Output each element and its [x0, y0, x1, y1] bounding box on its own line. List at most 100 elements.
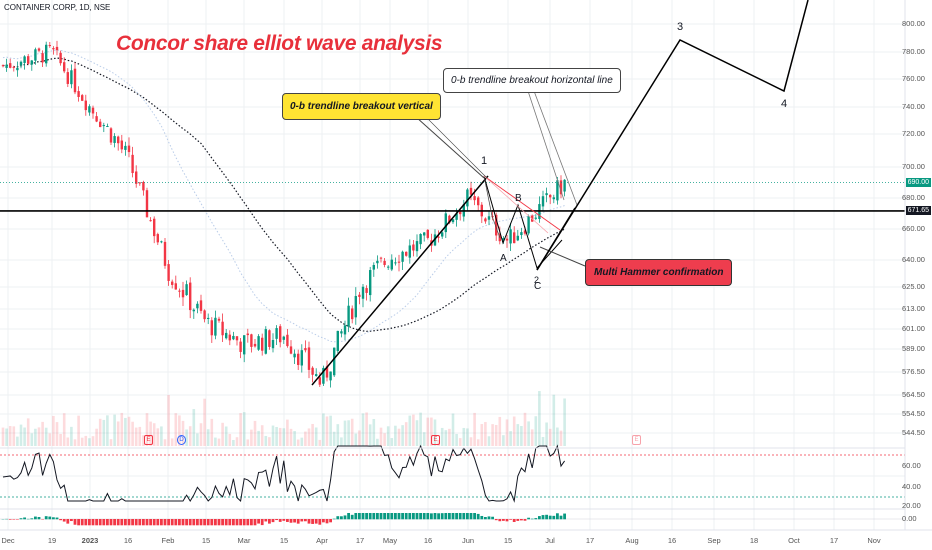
time-tick-label: Jun	[461, 536, 475, 545]
candle-body	[63, 62, 66, 72]
candle-body	[261, 337, 264, 351]
macd-tick-label: 0.00	[902, 514, 917, 523]
volume-bar	[347, 420, 350, 446]
macd-bar	[314, 519, 318, 524]
candle-body	[473, 196, 476, 201]
macd-bar	[149, 519, 152, 526]
price-tick-label: 800.00	[902, 19, 925, 28]
candle-body	[354, 296, 357, 318]
elliott-wave-projection[interactable]	[536, 0, 809, 271]
macd-bar	[106, 519, 109, 526]
grid-horizontal	[0, 23, 905, 434]
macd-bar	[282, 519, 286, 521]
candle-body	[556, 180, 559, 201]
wave-abc-thin	[483, 175, 501, 239]
candle-body	[55, 46, 59, 51]
earnings-event-icon[interactable]: E	[144, 435, 153, 445]
volume-bar	[484, 422, 487, 446]
volume-bar	[383, 433, 386, 446]
candle-body	[351, 308, 354, 320]
macd-bar	[232, 519, 235, 526]
uptrend-line[interactable]	[311, 175, 489, 386]
candle-body	[275, 328, 278, 339]
candle-body	[405, 251, 408, 256]
macd-bar	[178, 519, 181, 526]
volume-bar	[188, 426, 192, 446]
candle-body	[549, 194, 552, 198]
volume-bar	[250, 429, 253, 446]
candle-body	[102, 125, 105, 127]
price-tick-label: 760.00	[902, 74, 925, 83]
volume-bar	[210, 418, 214, 446]
time-tick-label: 16	[123, 536, 133, 545]
macd-bar	[30, 518, 34, 520]
price-tick-label: 700.00	[902, 162, 925, 171]
macd-bar	[188, 519, 192, 526]
candle-body	[340, 331, 343, 334]
volume-bar	[563, 398, 566, 446]
symbol-header[interactable]: CONTAINER CORP, 1D, NSE	[4, 3, 111, 12]
candle-body	[135, 171, 138, 184]
volume-bar	[372, 418, 376, 446]
candle-body	[559, 180, 563, 195]
volume-bar	[106, 415, 109, 446]
time-tick-label: 15	[201, 536, 211, 545]
macd-bar	[174, 519, 178, 526]
rsi-tick-label: 20.00	[902, 501, 921, 510]
macd-bar	[196, 519, 199, 526]
macd-bar	[451, 513, 455, 520]
volume-bar	[448, 428, 451, 446]
price-tick-label: 613.00	[902, 304, 925, 313]
macd-bar	[206, 519, 210, 526]
candle-body	[412, 244, 415, 251]
candle-body	[423, 232, 426, 236]
volume-bar	[556, 427, 559, 446]
volume-bar	[181, 420, 185, 446]
volume-bar	[408, 415, 412, 446]
macd-bar	[512, 519, 516, 522]
macd-bar	[505, 519, 509, 522]
volume-bar	[19, 424, 23, 446]
volume-bar	[174, 413, 178, 446]
macd-bar	[415, 513, 419, 520]
volume-bar	[390, 438, 394, 446]
earnings-event-icon-2[interactable]: E	[431, 435, 440, 445]
callout-horizontal-breakout[interactable]: 0-b trendline breakout horizontal line	[443, 68, 621, 93]
candle-body	[527, 216, 530, 234]
candle-body	[444, 213, 447, 233]
volume-bar	[336, 424, 340, 446]
candle-body	[127, 145, 131, 153]
callout-multi-hammer[interactable]: Multi Hammer confirmation	[585, 259, 733, 286]
callout-vertical-breakout[interactable]: 0-b trendline breakout vertical	[282, 93, 441, 120]
candle-body	[34, 49, 37, 61]
time-tick-label: 19	[47, 536, 57, 545]
macd-bar	[203, 519, 206, 526]
macd-bar	[98, 519, 102, 526]
earnings-event-icon-future[interactable]: E	[632, 435, 641, 445]
candle-body	[12, 66, 15, 68]
volume-bar	[412, 414, 415, 446]
macd-bar	[253, 519, 257, 526]
macd-bar	[311, 519, 314, 524]
volume-bar	[361, 413, 365, 446]
candle-body	[9, 63, 12, 68]
candle-body	[394, 262, 397, 264]
macd-bar	[235, 519, 239, 526]
volume-bar	[167, 394, 170, 446]
macd-bar	[350, 514, 354, 520]
macd-bar	[325, 519, 329, 524]
price-tick-label: 625.00	[902, 282, 925, 291]
abc-correction-path[interactable]	[483, 175, 563, 269]
macd-bar	[383, 513, 386, 520]
macd-bar	[246, 519, 250, 526]
candle-body	[466, 189, 469, 207]
dividend-event-icon[interactable]: D	[177, 435, 186, 445]
macd-bar	[376, 513, 379, 520]
price-tick-label: 660.00	[902, 224, 925, 233]
price-tick-label: 740.00	[902, 102, 925, 111]
volume-bars	[1, 391, 566, 446]
candle-body	[315, 374, 318, 376]
candle-body	[516, 235, 519, 241]
macd-bar	[264, 519, 268, 522]
